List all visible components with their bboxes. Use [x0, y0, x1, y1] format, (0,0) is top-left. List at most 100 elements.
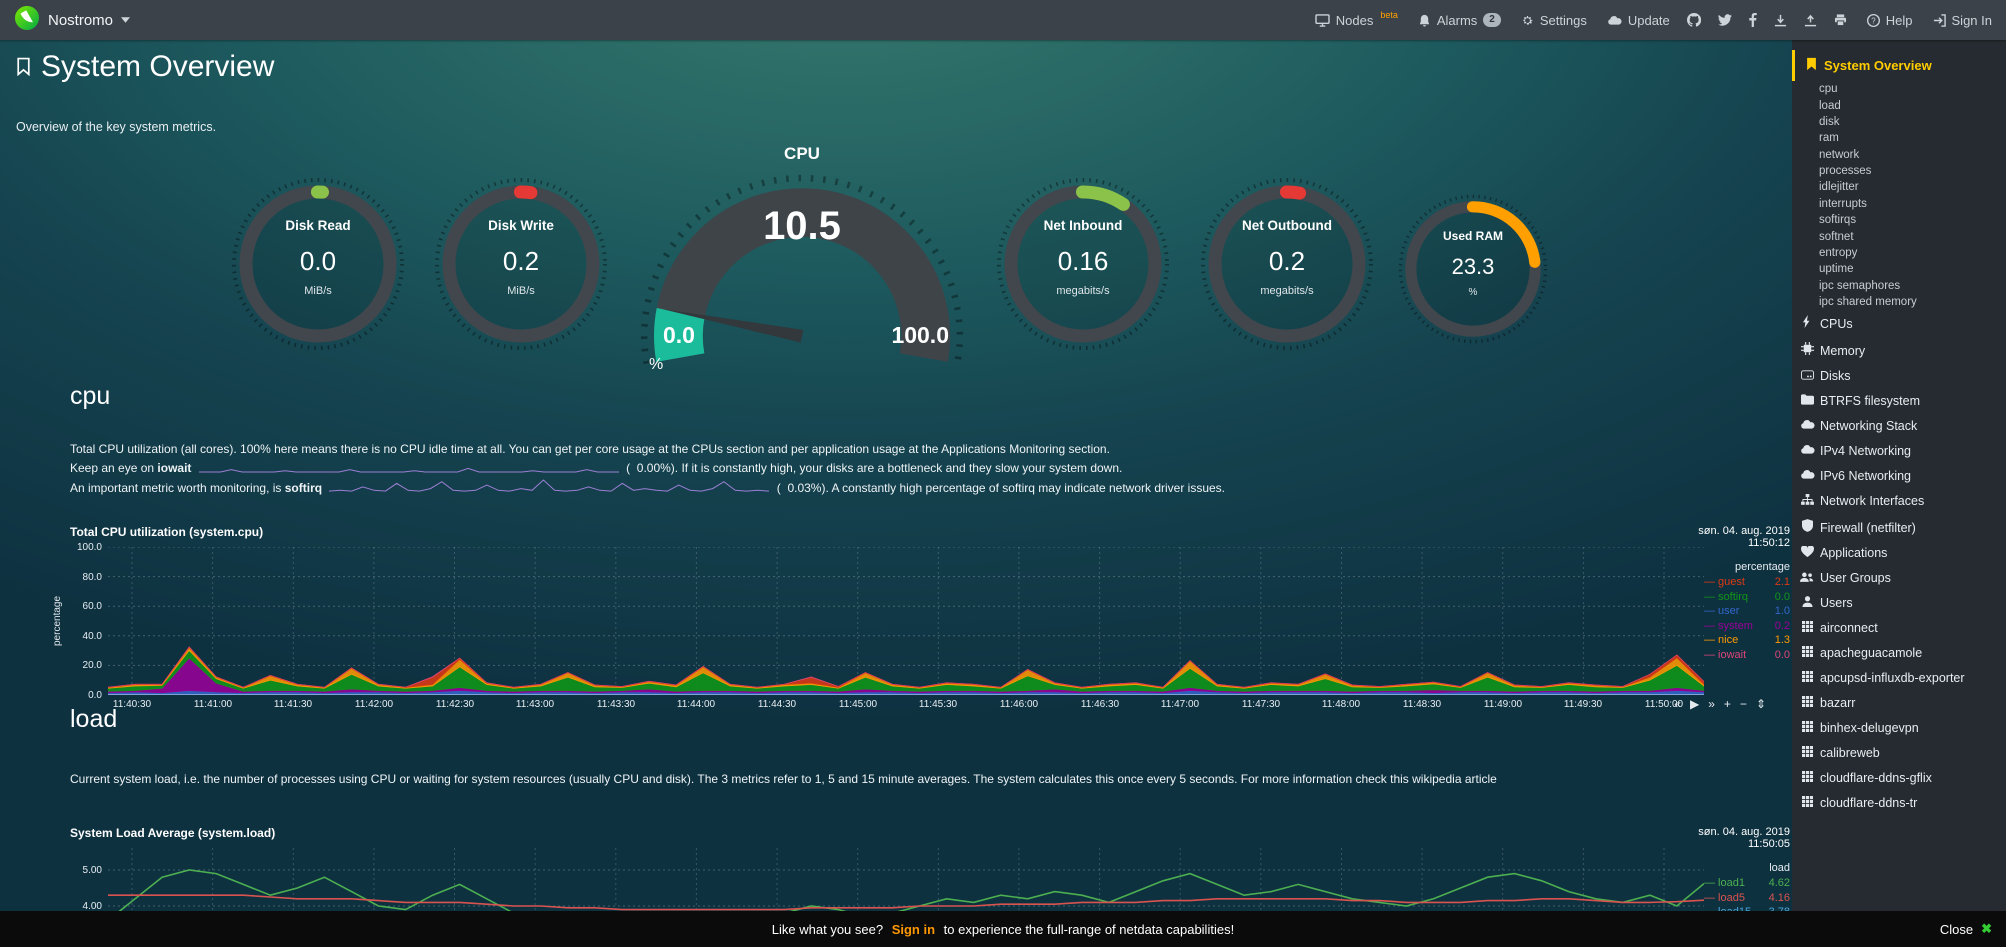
sidebar-item-bazarr[interactable]: bazarr [1792, 691, 2006, 716]
sidebar-subitem-softirqs[interactable]: softirqs [1819, 214, 1857, 227]
legend-item-load5[interactable]: — load5 4.16 [1640, 892, 1790, 907]
sidebar-item-memory[interactable]: Memory [1792, 337, 2006, 364]
grid-icon [1798, 746, 1816, 761]
sidebar-item-users[interactable]: Users [1792, 591, 2006, 616]
sidebar-subitem-uptime[interactable]: uptime [1819, 263, 1854, 276]
upload-icon[interactable] [1804, 14, 1817, 27]
legend-date: søn. 04. aug. 2019 [1698, 826, 1790, 838]
gauge-max: 100.0 [891, 322, 949, 348]
sidebar-subitem-disk[interactable]: disk [1819, 115, 1840, 128]
twitter-icon[interactable] [1717, 14, 1732, 26]
sidebar-item-label: Networking Stack [1820, 419, 1918, 434]
sidebar-item-user-groups[interactable]: User Groups [1792, 566, 2006, 591]
sidebar-item-cpus[interactable]: CPUs [1792, 310, 2006, 337]
sidebar-item-ipv4-networking[interactable]: IPv4 Networking [1792, 439, 2006, 464]
sidebar-item-apcupsd-influxdb-exporter[interactable]: apcupsd-influxdb-exporter [1792, 666, 2006, 691]
pan-forward-button[interactable]: » [1708, 697, 1715, 711]
section-heading-load: load [70, 705, 118, 733]
cloud-icon [1798, 469, 1816, 484]
sidebar-subitem-ipc-shared-memory[interactable]: ipc shared memory [1819, 296, 1917, 309]
legend-item-guest[interactable]: — guest 2.1 [1640, 576, 1790, 591]
gauge-net-inbound: Net Inbound 0.16 megabits/s [995, 176, 1171, 352]
sidebar-item-ipv6-networking[interactable]: IPv6 Networking [1792, 464, 2006, 489]
play-button[interactable]: ▶ [1689, 697, 1700, 711]
sidebar-subitem-network[interactable]: network [1819, 148, 1860, 161]
nav-label: Nodes [1335, 12, 1374, 28]
zoom-in-button[interactable]: + [1723, 697, 1731, 711]
sidebar-subitem-load[interactable]: load [1819, 99, 1841, 112]
gear-icon [1521, 14, 1534, 27]
sidebar-item-btrfs-filesystem[interactable]: BTRFS filesystem [1792, 389, 2006, 414]
y-axis-tick: 60.0 [82, 601, 102, 612]
sign-in-link[interactable]: Sign in [891, 921, 936, 937]
x-axis-tick: 11:41:00 [193, 699, 233, 710]
sidebar-item-cloudflare-ddns-gflix[interactable]: cloudflare-ddns-gflix [1792, 766, 2006, 791]
sidebar-subitem-entropy[interactable]: entropy [1819, 246, 1858, 259]
pan-backward-button[interactable]: « [1674, 697, 1681, 711]
cpu-description: Total CPU utilization (all cores). 100% … [70, 440, 1720, 499]
sidebar-item-label: User Groups [1820, 571, 1891, 586]
grid-icon [1798, 771, 1816, 786]
nav-update[interactable]: Update [1607, 13, 1670, 28]
sidebar-item-airconnect[interactable]: airconnect [1792, 616, 2006, 641]
github-icon[interactable] [1686, 13, 1701, 27]
gauge-unit: % [649, 356, 664, 373]
cpu-chart[interactable]: Total CPU utilization (system.cpu) percen… [52, 525, 1792, 745]
sidebar-item-calibreweb[interactable]: calibreweb [1792, 741, 2006, 766]
legend-item-nice[interactable]: — nice 1.3 [1640, 634, 1790, 649]
cloud-icon [1798, 419, 1816, 434]
legend-item-iowait[interactable]: — iowait 0.0 [1640, 649, 1790, 664]
sidebar-item-apacheguacamole[interactable]: apacheguacamole [1792, 641, 2006, 666]
sidebar-item-cloudflare-ddns-tr[interactable]: cloudflare-ddns-tr [1792, 791, 2006, 816]
legend-time: 11:50:05 [1747, 838, 1790, 850]
sidebar-item-label: BTRFS filesystem [1820, 394, 1921, 409]
download-icon[interactable] [1774, 14, 1787, 27]
gauge-value: 0.16 [1057, 246, 1109, 277]
gauge-unit: MiB/s [304, 285, 332, 298]
sidebar-subitem-processes[interactable]: processes [1819, 165, 1872, 178]
nav-nodes[interactable]: Nodes beta [1315, 10, 1398, 28]
legend-item-softirq[interactable]: — softirq 0.0 [1640, 591, 1790, 606]
resize-button[interactable]: ⇕ [1755, 697, 1766, 711]
chart-plot-area[interactable] [108, 547, 1704, 695]
nav-label: Sign In [1951, 12, 1992, 28]
sidebar-subitem-softnet[interactable]: softnet [1819, 230, 1854, 243]
legend-item-load1[interactable]: — load1 4.62 [1640, 877, 1790, 892]
sidebar-subitem-interrupts[interactable]: interrupts [1819, 197, 1867, 210]
sidebar-item-networking-stack[interactable]: Networking Stack [1792, 414, 2006, 439]
x-axis-tick: 11:47:00 [1160, 699, 1200, 710]
nav-settings[interactable]: Settings [1521, 13, 1587, 28]
zoom-out-button[interactable]: − [1739, 697, 1747, 711]
sidebar-subitem-idlejitter[interactable]: idlejitter [1819, 181, 1859, 194]
brand-menu[interactable]: Nostromo [14, 5, 131, 35]
sidebar-item-disks[interactable]: Disks [1792, 364, 2006, 389]
x-axis-tick: 11:43:00 [515, 699, 555, 710]
caret-down-icon [121, 17, 131, 23]
nav-sign-in[interactable]: Sign In [1933, 13, 1992, 28]
sidebar-item-network-interfaces[interactable]: Network Interfaces [1792, 489, 2006, 514]
nav-alarms[interactable]: Alarms 2 [1418, 13, 1501, 28]
sidebar-item-firewall-netfilter[interactable]: Firewall (netfilter) [1792, 514, 2006, 541]
sidebar-subitem-cpu[interactable]: cpu [1819, 83, 1838, 96]
legend-item-system[interactable]: — system 0.2 [1640, 620, 1790, 635]
nav-help[interactable]: ? Help [1866, 13, 1913, 28]
legend-name: — softirq [1704, 590, 1749, 603]
x-axis-tick: 11:43:30 [596, 699, 636, 710]
x-axis-tick: 11:46:00 [999, 699, 1039, 710]
legend-item-user[interactable]: — user 1.0 [1640, 605, 1790, 620]
facebook-icon[interactable] [1749, 13, 1757, 27]
banner-close[interactable]: Close ✖ [1940, 921, 1992, 937]
gauge-label: Used RAM [1442, 229, 1503, 244]
sidebar-item-system-overview[interactable]: System Overview [1792, 50, 2006, 81]
gauge-value: 23.3 [1451, 253, 1495, 279]
print-icon[interactable] [1834, 14, 1847, 26]
sidebar-subitem-ipc-semaphores[interactable]: ipc semaphores [1819, 279, 1901, 292]
beta-tag: beta [1380, 10, 1398, 20]
sidebar-subitem-ram[interactable]: ram [1819, 132, 1839, 145]
grid-icon [1798, 696, 1816, 711]
question-icon: ? [1866, 13, 1880, 27]
sidebar-item-binhex-delugevpn[interactable]: binhex-delugevpn [1792, 716, 2006, 741]
sidebar-item-applications[interactable]: Applications [1792, 541, 2006, 566]
legend-rows: — guest 2.1 — softirq 0.0 — user 1.0 — system 0… [1640, 576, 1790, 663]
